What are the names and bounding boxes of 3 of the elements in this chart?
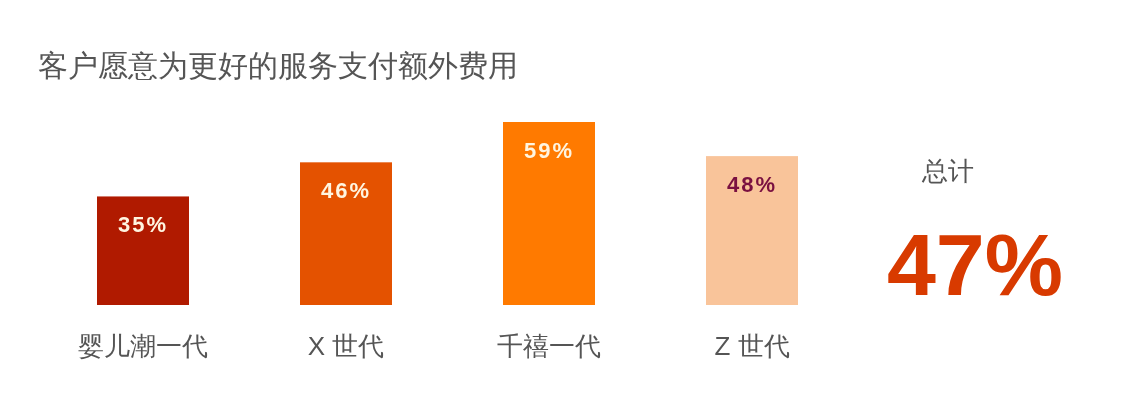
annotation: 47% <box>886 215 1064 314</box>
title: 客户愿意为更好的服务支付额外费用 <box>38 49 518 82</box>
annotation: 总计 <box>922 156 974 186</box>
